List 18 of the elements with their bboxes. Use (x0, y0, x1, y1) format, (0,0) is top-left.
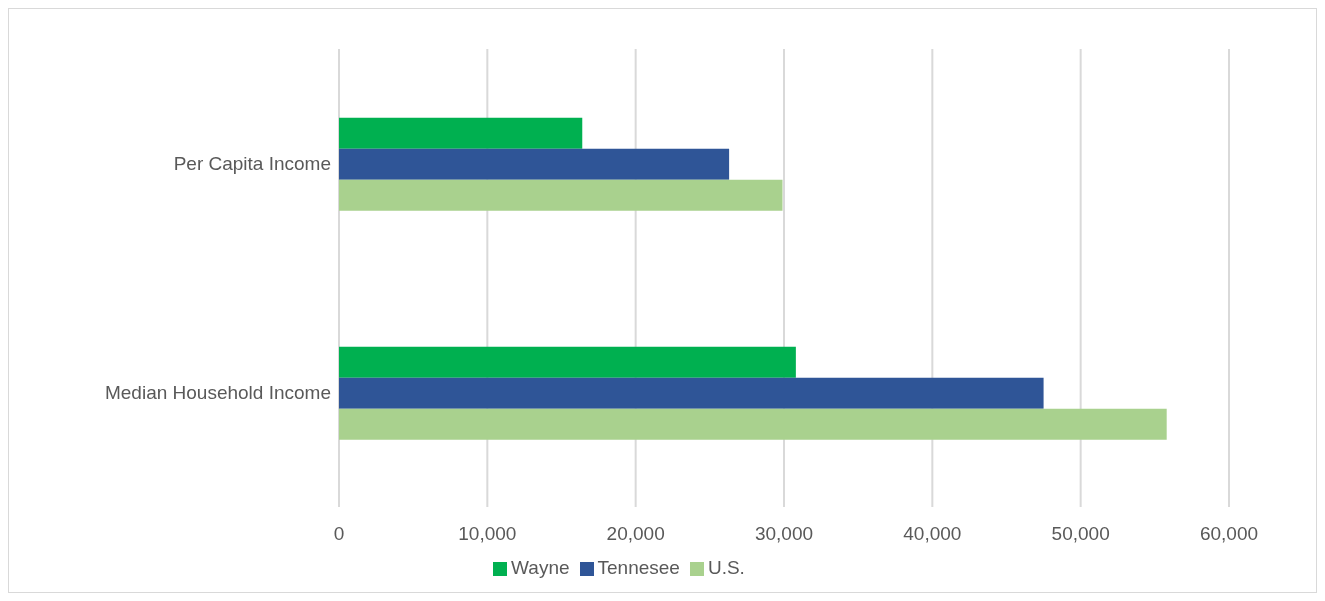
bar (339, 148, 730, 180)
x-tick-label: 10,000 (458, 523, 517, 545)
legend-label: Wayne (511, 557, 570, 578)
legend-label: Tennesee (597, 557, 680, 578)
x-tick-label: 60,000 (1199, 523, 1259, 545)
x-tick-label: 40,000 (903, 523, 962, 545)
legend-label: U.S. (707, 557, 745, 578)
x-tick-label: 0 (333, 523, 345, 545)
x-tick-label: 50,000 (1051, 523, 1110, 545)
x-tick-label: 20,000 (606, 523, 665, 545)
bar (339, 377, 1044, 409)
y-tick-label: Median Household Income (104, 382, 331, 404)
bar (339, 179, 783, 211)
bar (339, 346, 796, 378)
y-tick-label: Per Capita Income (173, 153, 331, 175)
bar (339, 117, 583, 149)
x-tick-label: 30,000 (754, 523, 814, 545)
bar (339, 408, 1167, 440)
